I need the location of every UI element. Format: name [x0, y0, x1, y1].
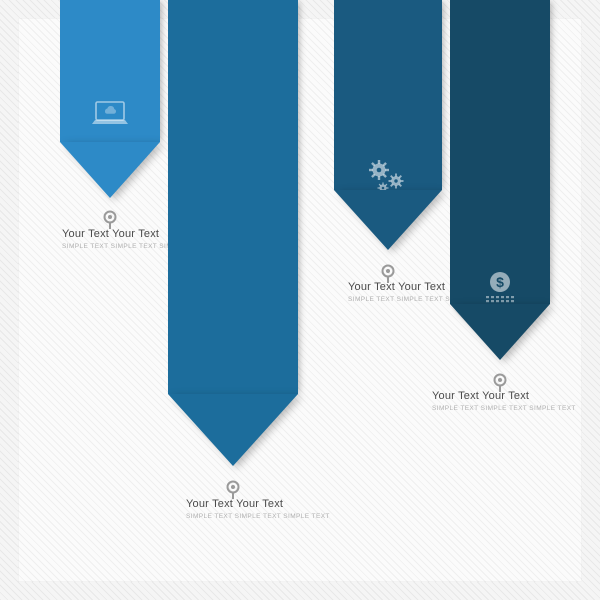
pin-marker-4 [492, 373, 508, 389]
arrow-2 [168, 0, 298, 466]
caption-4: Your Text Your Text SIMPLE TEXT SIMPLE T… [432, 390, 576, 412]
svg-text:$: $ [496, 274, 504, 290]
pin-marker-2 [225, 480, 241, 496]
caption-title: Your Text Your Text [432, 390, 576, 402]
pin-marker-1 [102, 210, 118, 226]
arrow-1 [60, 0, 160, 198]
arrow-3 [334, 0, 442, 250]
caption-subtitle: SIMPLE TEXT SIMPLE TEXT SIMPLE TEXT [432, 405, 576, 412]
caption-title: Your Text Your Text [186, 498, 330, 510]
laptop-cloud-icon [88, 96, 132, 139]
caption-subtitle: SIMPLE TEXT SIMPLE TEXT SIMPLE TEXT [186, 513, 330, 520]
arrow-4: $ [450, 0, 550, 360]
caption-2: Your Text Your Text SIMPLE TEXT SIMPLE T… [186, 498, 330, 520]
pin-marker-3 [380, 264, 396, 280]
